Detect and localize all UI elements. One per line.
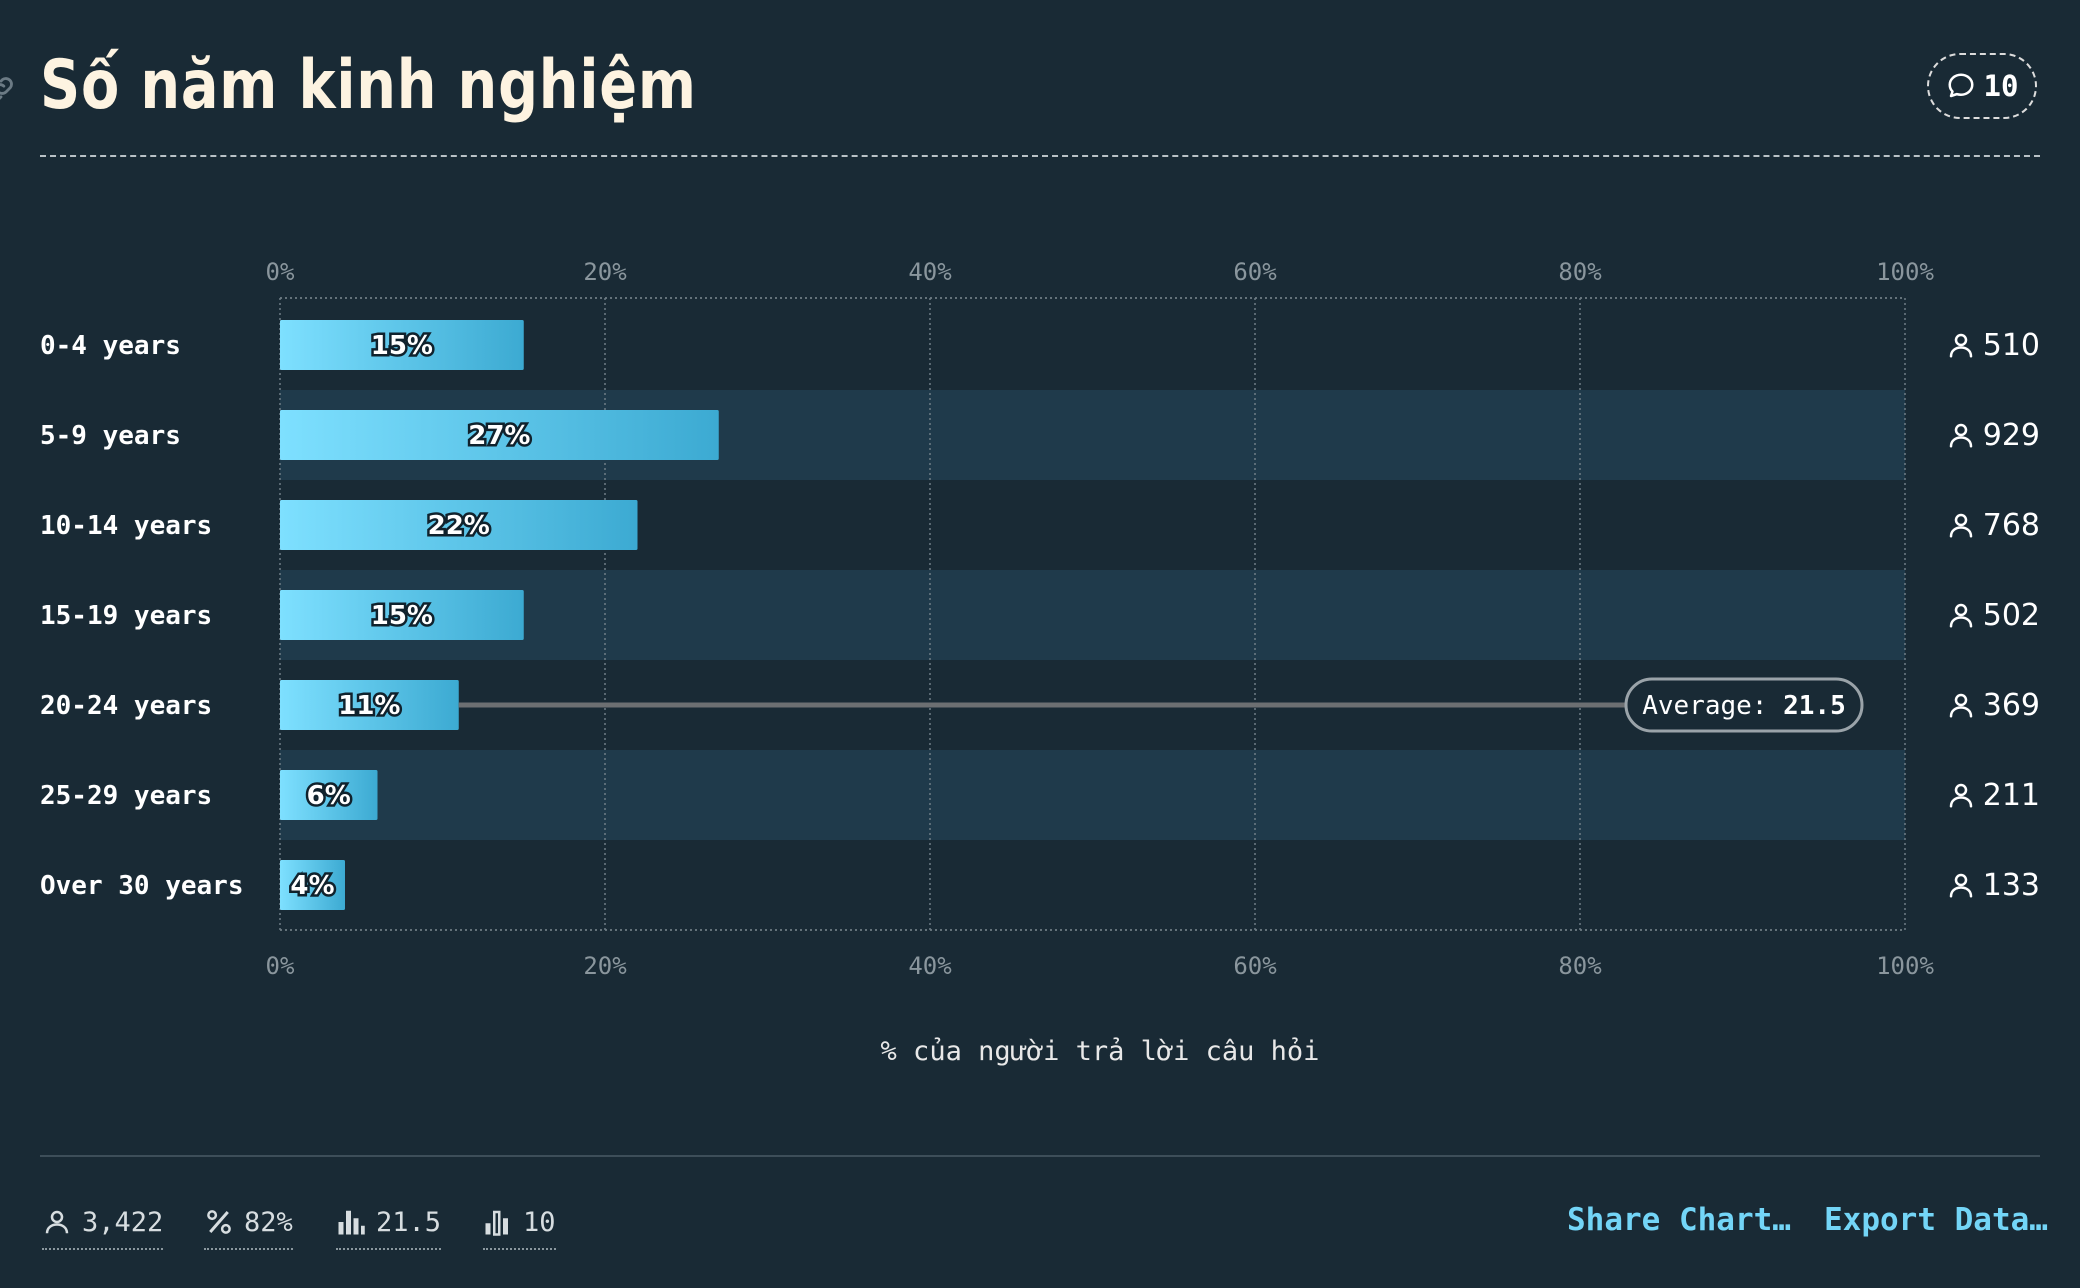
user-icon — [1949, 603, 1973, 628]
stat-value: 3,422 — [82, 1206, 164, 1238]
average-pill — [1624, 677, 1864, 733]
bar — [280, 590, 524, 640]
category-label: 0-4 years — [40, 331, 181, 361]
x-tick-label-bottom: 60% — [1233, 952, 1277, 980]
bar-value-label: 6% — [307, 781, 351, 811]
bar — [280, 860, 345, 910]
stat-percent[interactable]: 82% — [204, 1200, 293, 1250]
stat-average[interactable]: 21.5 — [336, 1200, 442, 1250]
x-axis-title: % của người trả lời câu hỏi — [880, 1036, 1320, 1067]
bar-chart-icon — [338, 1210, 365, 1235]
footer-divider — [40, 1155, 2040, 1157]
average-value: 21.5 — [1783, 691, 1846, 721]
respondent-count: 929 — [1983, 418, 2040, 453]
respondent-count: 369 — [1983, 688, 2040, 723]
category-label: Over 30 years — [40, 871, 244, 901]
export-data-link[interactable]: Export Data… — [1824, 1202, 2048, 1238]
user-icon — [1949, 783, 1973, 808]
respondent-count: 510 — [1983, 328, 2040, 363]
comment-icon — [1948, 73, 1974, 98]
bar — [280, 500, 638, 550]
comment-button[interactable]: 10 — [1927, 53, 2037, 119]
x-tick-label-top: 20% — [583, 258, 627, 286]
x-tick-label-top: 60% — [1233, 258, 1277, 286]
page-title: Số năm kinh nghiệm — [40, 46, 697, 125]
category-label: 5-9 years — [40, 421, 181, 451]
stat-value: 10 — [523, 1206, 556, 1238]
x-tick-label-bottom: 100% — [1876, 952, 1934, 980]
x-tick-label-bottom: 40% — [908, 952, 952, 980]
x-tick-label-bottom: 0% — [266, 952, 295, 980]
x-tick-label-bottom: 80% — [1558, 952, 1602, 980]
average-label: Average: 21.5 — [1642, 691, 1846, 721]
bar-value-label: 4% — [290, 871, 334, 901]
bar-value-label: 15% — [371, 331, 433, 361]
average-label-text: Average: — [1642, 691, 1783, 721]
user-icon — [45, 1210, 69, 1234]
x-tick-label-bottom: 20% — [583, 952, 627, 980]
bar — [280, 410, 719, 460]
bar — [280, 680, 459, 730]
category-label: 10-14 years — [40, 511, 212, 541]
bar-chart-outline-icon — [485, 1210, 508, 1236]
respondent-count: 502 — [1983, 598, 2040, 633]
percent-icon — [207, 1210, 231, 1234]
comment-count: 10 — [1983, 69, 2019, 103]
respondent-count: 211 — [1983, 778, 2040, 813]
x-tick-label-top: 80% — [1558, 258, 1602, 286]
bar-value-label: 15% — [371, 601, 433, 631]
row-band — [280, 570, 1905, 660]
bar — [280, 320, 524, 370]
bar-value-label: 27% — [468, 421, 530, 451]
respondent-count: 768 — [1983, 508, 2040, 543]
stat-value: 21.5 — [376, 1206, 442, 1238]
x-tick-label-top: 100% — [1876, 258, 1934, 286]
link-icon[interactable] — [0, 72, 18, 106]
category-label: 25-29 years — [40, 781, 212, 811]
bar-value-label: 11% — [338, 691, 400, 721]
user-icon — [1949, 333, 1973, 358]
stat-respondents[interactable]: 3,422 — [42, 1200, 164, 1250]
bar-value-label: 22% — [428, 511, 490, 541]
user-icon — [1949, 873, 1973, 898]
share-chart-link[interactable]: Share Chart… — [1567, 1202, 1791, 1238]
category-label: 15-19 years — [40, 601, 212, 631]
user-icon — [1949, 693, 1973, 718]
user-icon — [1949, 423, 1973, 448]
row-band — [280, 750, 1905, 840]
user-icon — [1949, 513, 1973, 538]
bar-chart: 0% 0% 20% 20% 40% 40% 60% 60% 80% 80% 100% 100% 15%… — [40, 258, 2040, 980]
x-tick-label-top: 0% — [266, 258, 295, 286]
x-tick-label-top: 40% — [908, 258, 952, 286]
title-divider — [40, 155, 2040, 157]
stat-value: 82% — [244, 1206, 293, 1238]
bar — [280, 770, 378, 820]
stat-options[interactable]: 10 — [483, 1200, 556, 1250]
category-label: 20-24 years — [40, 691, 212, 721]
respondent-count: 133 — [1983, 868, 2040, 903]
